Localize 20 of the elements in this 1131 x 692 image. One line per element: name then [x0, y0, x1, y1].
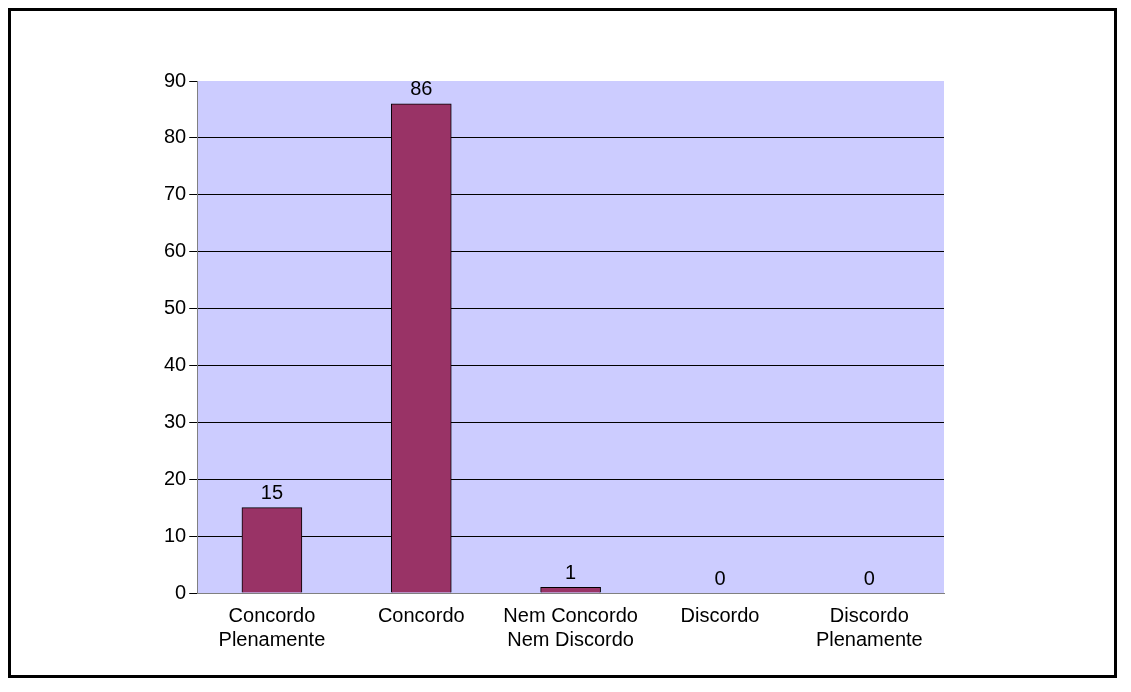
x-tick-label: Concordo Plenamente	[218, 603, 326, 650]
x-tick-label: Discordo Plenamente	[815, 603, 923, 650]
x-tick-label: Concordo	[377, 603, 465, 626]
data-label: 15	[260, 481, 284, 504]
y-tick-label: 30	[164, 409, 187, 432]
data-label: 0	[863, 566, 875, 589]
y-tick-label: 20	[164, 466, 187, 489]
data-label: 86	[410, 77, 433, 100]
y-tick-label: 0	[175, 580, 187, 603]
data-label: 1	[565, 560, 577, 583]
y-tick-label: 70	[164, 182, 187, 205]
y-tick-label: 90	[164, 68, 187, 91]
y-tick-label: 50	[164, 296, 187, 319]
x-tick-label: Discordo	[680, 603, 760, 626]
x-tick-label: Nem Concordo Nem Discordo	[503, 603, 638, 650]
y-tick-label: 60	[164, 239, 187, 262]
y-tick-label: 40	[164, 352, 187, 375]
data-label: 0	[714, 566, 726, 589]
y-tick-label: 80	[164, 125, 187, 148]
y-tick-label: 10	[164, 523, 187, 546]
